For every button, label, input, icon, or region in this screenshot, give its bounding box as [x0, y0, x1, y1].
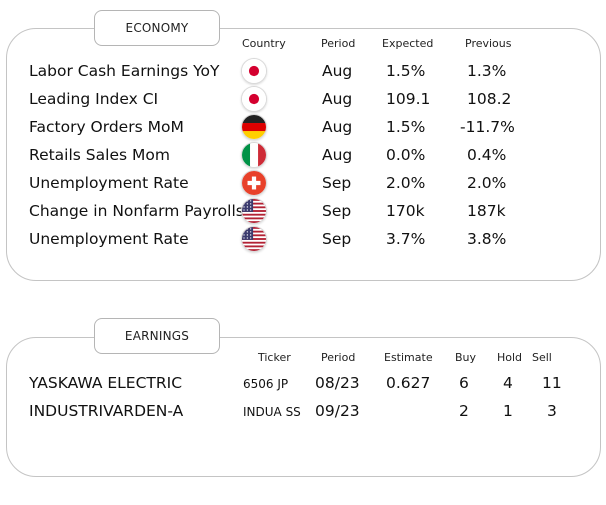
usa-flag-icon: [241, 198, 267, 224]
economy-row-expected: 2.0%: [386, 174, 426, 192]
economy-header-country: Country: [242, 37, 286, 50]
economy-row-name: Change in Nonfarm Payrolls: [29, 202, 244, 220]
economy-row-period: Sep: [322, 174, 352, 192]
economy-row-name: Unemployment Rate: [29, 174, 189, 192]
earnings-row-ticker: INDUA SS: [243, 405, 301, 419]
economy-row-expected: 1.5%: [386, 62, 426, 80]
economy-row-period: Aug: [322, 118, 353, 136]
earnings-header-estimate: Estimate: [384, 351, 433, 364]
economy-row-period: Sep: [322, 202, 352, 220]
economy-row-name: Unemployment Rate: [29, 230, 189, 248]
economy-row-name: Leading Index CI: [29, 90, 159, 108]
economy-row-expected: 0.0%: [386, 146, 426, 164]
economy-row-previous: 0.4%: [467, 146, 507, 164]
economy-row-name: Factory Orders MoM: [29, 118, 184, 136]
economy-row-period: Aug: [322, 90, 353, 108]
usa-flag-icon: [241, 226, 267, 252]
earnings-row-buy: 6: [459, 374, 469, 392]
japan-flag-icon: [241, 86, 267, 112]
economy-row-previous: 1.3%: [467, 62, 507, 80]
economy-row-expected: 1.5%: [386, 118, 426, 136]
earnings-row-sell: 3: [547, 402, 557, 420]
economy-panel: [6, 28, 601, 281]
economy-row-previous: 187k: [467, 202, 506, 220]
earnings-row-name: INDUSTRIVARDEN-A: [29, 402, 184, 420]
earnings-row-ticker: 6506 JP: [243, 377, 289, 391]
earnings-row-name: YASKAWA ELECTRIC: [29, 374, 183, 392]
economy-row-expected: 170k: [386, 202, 425, 220]
economy-header-period: Period: [321, 37, 356, 50]
japan-flag-icon: [241, 58, 267, 84]
economy-row-period: Sep: [322, 230, 352, 248]
earnings-row-period: 08/23: [315, 374, 360, 392]
economy-row-name: Labor Cash Earnings YoY: [29, 62, 220, 80]
earnings-panel: [6, 337, 601, 477]
earnings-row-buy: 2: [459, 402, 469, 420]
earnings-row-hold: 4: [503, 374, 513, 392]
economy-header-expected: Expected: [382, 37, 434, 50]
economy-row-previous: 2.0%: [467, 174, 507, 192]
economy-row-previous: 3.8%: [467, 230, 507, 248]
switzerland-flag-icon: [241, 170, 267, 196]
economy-row-previous: -11.7%: [460, 118, 515, 136]
economy-row-period: Aug: [322, 146, 353, 164]
earnings-header-sell: Sell: [532, 351, 552, 364]
economy-row-expected: 109.1: [386, 90, 431, 108]
earnings-header-buy: Buy: [455, 351, 477, 364]
earnings-row-hold: 1: [503, 402, 513, 420]
earnings-header-hold: Hold: [497, 351, 523, 364]
earnings-header-period: Period: [321, 351, 356, 364]
economy-row-period: Aug: [322, 62, 353, 80]
germany-flag-icon: [241, 114, 267, 140]
earnings-row-sell: 11: [542, 374, 562, 392]
economy-header-previous: Previous: [465, 37, 512, 50]
economy-tab[interactable]: ECONOMY: [94, 10, 220, 46]
italy-flag-icon: [241, 142, 267, 168]
earnings-row-estimate: 0.627: [386, 374, 431, 392]
earnings-tab[interactable]: EARNINGS: [94, 318, 220, 354]
earnings-header-ticker: Ticker: [258, 351, 291, 364]
economy-row-previous: 108.2: [467, 90, 512, 108]
economy-row-name: Retails Sales Mom: [29, 146, 170, 164]
earnings-row-period: 09/23: [315, 402, 360, 420]
economy-row-expected: 3.7%: [386, 230, 426, 248]
